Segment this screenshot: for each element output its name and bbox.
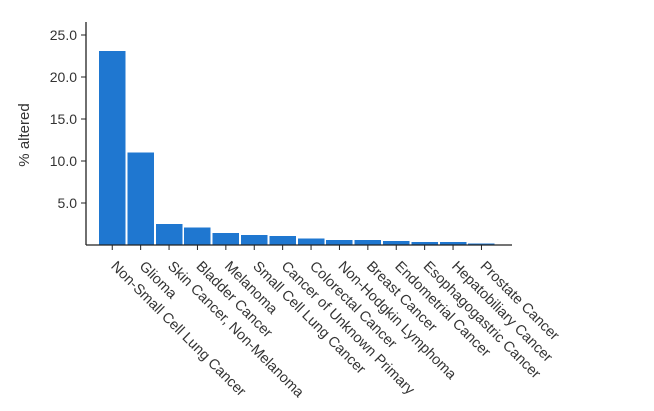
y-tick-label: 10.0 <box>50 153 77 169</box>
bar <box>297 238 325 245</box>
y-tick-label: 15.0 <box>50 111 77 127</box>
bar <box>127 152 154 245</box>
bar <box>241 234 268 245</box>
bar <box>212 233 240 245</box>
y-axis: 5.0 10.0 15.0 20.0 25.0 <box>50 22 87 245</box>
bar <box>411 242 438 245</box>
y-tick-label: 20.0 <box>50 69 77 85</box>
bar <box>99 51 126 245</box>
y-axis-label: % altered <box>16 103 33 166</box>
bar <box>354 240 382 245</box>
y-tick-label: 25.0 <box>50 27 77 43</box>
bar <box>383 241 410 245</box>
bar <box>326 240 353 245</box>
bar <box>269 235 296 245</box>
bars-group <box>99 51 495 245</box>
bar <box>439 242 467 245</box>
bar <box>184 227 211 245</box>
bar <box>155 224 183 245</box>
y-tick-label: 5.0 <box>58 195 78 211</box>
